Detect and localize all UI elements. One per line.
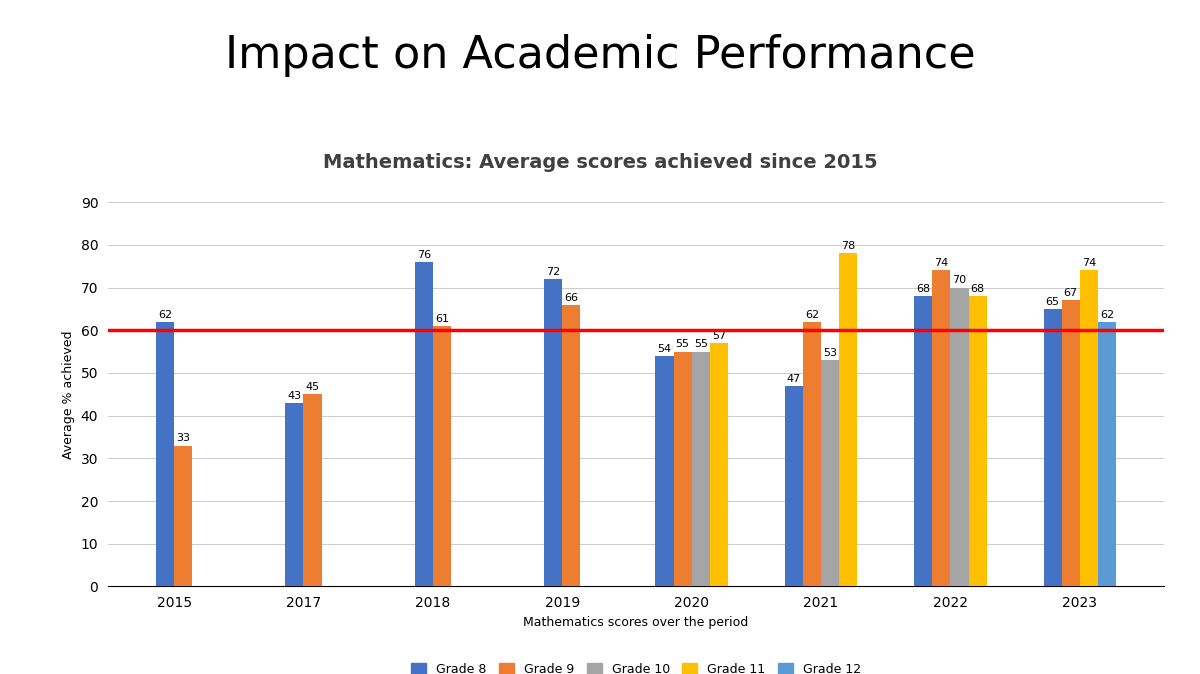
Bar — [563, 305, 581, 586]
Text: 70: 70 — [953, 276, 966, 286]
Bar — [433, 326, 451, 586]
Text: 78: 78 — [841, 241, 856, 251]
Bar — [156, 321, 174, 586]
Text: 62: 62 — [805, 309, 820, 319]
Text: 54: 54 — [658, 344, 672, 354]
Bar — [655, 356, 673, 586]
Text: 68: 68 — [916, 284, 930, 294]
Bar — [1098, 321, 1116, 586]
Bar — [968, 296, 986, 586]
Bar — [673, 352, 691, 586]
Y-axis label: Average % achieved: Average % achieved — [62, 330, 76, 458]
Bar — [1080, 270, 1098, 586]
Bar — [415, 262, 433, 586]
X-axis label: Mathematics scores over the period: Mathematics scores over the period — [523, 615, 749, 629]
Text: 66: 66 — [564, 293, 578, 303]
Text: 61: 61 — [434, 314, 449, 324]
Bar — [691, 352, 709, 586]
Text: 47: 47 — [787, 373, 800, 384]
Text: 76: 76 — [416, 250, 431, 259]
Bar — [785, 386, 803, 586]
Text: 74: 74 — [1081, 258, 1096, 268]
Bar — [914, 296, 932, 586]
Text: 55: 55 — [676, 340, 690, 350]
Text: 45: 45 — [306, 382, 319, 392]
Text: 68: 68 — [971, 284, 985, 294]
Text: 72: 72 — [546, 267, 560, 277]
Bar — [1062, 301, 1080, 586]
Bar — [709, 343, 728, 586]
Bar — [839, 253, 857, 586]
Bar — [821, 360, 839, 586]
Text: 53: 53 — [823, 348, 838, 358]
Text: 65: 65 — [1045, 297, 1060, 307]
Bar — [286, 403, 304, 586]
Text: 67: 67 — [1063, 288, 1078, 298]
Text: Impact on Academic Performance: Impact on Academic Performance — [224, 34, 976, 77]
Bar — [950, 288, 968, 586]
Text: Mathematics: Average scores achieved since 2015: Mathematics: Average scores achieved sin… — [323, 153, 877, 172]
Bar — [932, 270, 950, 586]
Bar — [174, 446, 192, 586]
Bar — [544, 279, 563, 586]
Text: 33: 33 — [176, 433, 190, 443]
Text: 74: 74 — [935, 258, 948, 268]
Text: 62: 62 — [158, 309, 172, 319]
Text: 43: 43 — [287, 391, 301, 400]
Bar — [304, 394, 322, 586]
Bar — [803, 321, 821, 586]
Legend: Grade 8, Grade 9, Grade 10, Grade 11, Grade 12: Grade 8, Grade 9, Grade 10, Grade 11, Gr… — [406, 658, 866, 674]
Text: 62: 62 — [1100, 309, 1114, 319]
Text: 57: 57 — [712, 331, 726, 341]
Text: 55: 55 — [694, 340, 708, 350]
Bar — [1044, 309, 1062, 586]
